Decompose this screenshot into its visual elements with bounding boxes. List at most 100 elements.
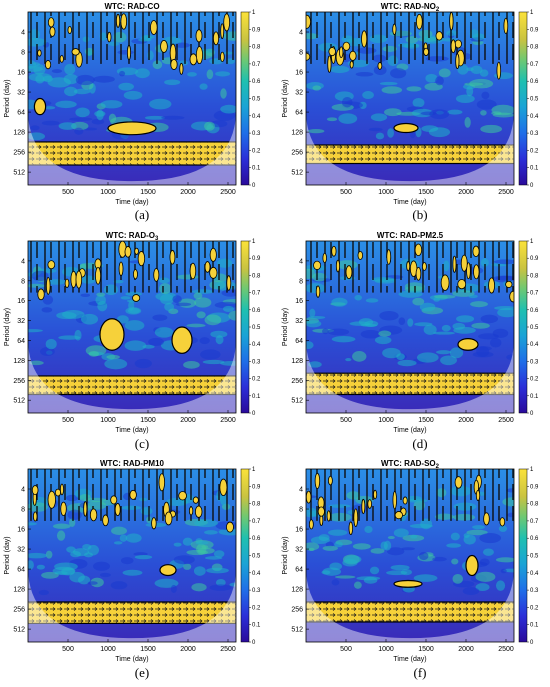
colorbar-tick-label: 1 <box>252 239 256 245</box>
y-axis-label: Period (day) <box>4 536 11 574</box>
colorbar-tick-label: 0 <box>530 183 534 189</box>
colorbar-tick-label: 0.7 <box>252 519 261 525</box>
y-tick-label: 4 <box>299 487 303 494</box>
x-tick-label: 2500 <box>220 646 236 653</box>
colorbar-tick-label: 0 <box>252 640 256 646</box>
colorbar-tick-label: 0.1 <box>252 623 261 629</box>
panel-title: WTC: RAD-PM2.5 <box>377 231 444 240</box>
colorbar-tick-label: 0.6 <box>252 536 261 542</box>
colorbar-tick-label: 0.5 <box>252 97 261 103</box>
x-tick-label: 500 <box>62 189 74 196</box>
colorbar-tick-label: 0.5 <box>252 325 261 331</box>
colorbar-tick-label: 0.2 <box>530 605 539 611</box>
colorbar-tick-label: 0.4 <box>252 571 261 577</box>
colorbar-tick-label: 0.9 <box>530 484 539 490</box>
coherence-map <box>306 12 514 185</box>
y-tick-label: 512 <box>13 627 25 634</box>
x-tick-label: 2000 <box>458 646 474 653</box>
colorbar-tick-label: 0.3 <box>252 359 261 365</box>
colorbar-tick-label: 0.2 <box>252 605 261 611</box>
colorbar-tick-label: 0 <box>530 640 534 646</box>
wtc-panel-4: WTC: RAD-PM2.5 4 8 16 32 64 128 256 512 500 1000 15… <box>282 231 539 451</box>
x-tick-label: 1000 <box>100 189 116 196</box>
colorbar <box>518 240 528 414</box>
plot-frame <box>27 468 237 643</box>
colorbar-tick-label: 0 <box>530 411 534 417</box>
x-tick-label: 1500 <box>418 189 434 196</box>
y-tick-label: 4 <box>21 258 25 265</box>
x-axis-label: Time (day) <box>393 656 426 663</box>
y-tick-label: 64 <box>295 110 303 117</box>
colorbar-tick-label: 0.8 <box>530 502 539 508</box>
y-tick-label: 32 <box>17 318 25 325</box>
plot-frame <box>305 240 515 414</box>
x-tick-label: 1500 <box>140 189 156 196</box>
y-tick-label: 512 <box>13 170 25 177</box>
cone-of-influence <box>306 241 514 413</box>
colorbar-tick-label: 0.1 <box>530 166 539 172</box>
y-tick-label: 32 <box>17 547 25 554</box>
colorbar-tick-label: 0 <box>252 183 256 189</box>
wtc-panel-2: WTC: RAD-NO2 4 8 16 32 64 128 256 512 500 1000 1500… <box>282 2 539 222</box>
y-tick-label: 256 <box>13 150 25 157</box>
y-tick-label: 512 <box>291 627 303 634</box>
colorbar <box>518 11 528 186</box>
colorbar-tick-label: 0.9 <box>252 484 261 490</box>
y-tick-label: 128 <box>13 587 25 594</box>
cone-of-influence <box>28 469 236 642</box>
y-tick-label: 16 <box>295 70 303 77</box>
colorbar-tick-label: 0.1 <box>252 166 261 172</box>
colorbar-tick-label: 0.1 <box>530 623 539 629</box>
wtc-panel-6: WTC: RAD-SO2 4 8 16 32 64 128 256 512 500 1000 1500… <box>282 459 539 680</box>
high-frequency-contours <box>306 469 514 521</box>
phase-arrows <box>28 601 236 624</box>
colorbar <box>240 11 250 186</box>
y-tick-label: 8 <box>21 50 25 57</box>
panel-caption: (f) <box>414 665 427 680</box>
colorbar <box>240 468 250 643</box>
y-tick-label: 16 <box>295 527 303 534</box>
significant-patch-2 <box>393 122 419 134</box>
high-frequency-contours <box>28 241 236 293</box>
panel-caption: (c) <box>135 436 149 451</box>
panel-caption: (a) <box>135 207 149 222</box>
panel-title: WTC: RAD-CO <box>104 2 159 11</box>
colorbar-tick-label: 0.8 <box>530 273 539 279</box>
colorbar-tick-label: 1 <box>530 239 534 245</box>
x-tick-label: 1500 <box>140 646 156 653</box>
colorbar-tick-label: 1 <box>530 10 534 16</box>
colorbar <box>518 468 528 643</box>
y-tick-label: 64 <box>295 567 303 574</box>
colorbar-tick-label: 0.7 <box>530 519 539 525</box>
colorbar-tick-label: 0.8 <box>252 273 261 279</box>
phase-arrows <box>28 375 236 395</box>
cone-of-influence <box>306 12 514 185</box>
y-tick-label: 8 <box>299 507 303 514</box>
significant-patch-2 <box>99 318 125 351</box>
x-tick-label: 1000 <box>100 646 116 653</box>
high-frequency-contours <box>28 12 236 64</box>
plot-frame <box>27 240 237 414</box>
colorbar-tick-label: 0.4 <box>530 342 539 348</box>
y-tick-label: 64 <box>17 338 25 345</box>
coherence-map <box>28 241 236 413</box>
colorbar-tick-label: 0.3 <box>252 131 261 137</box>
plot-frame <box>27 11 237 186</box>
y-tick-label: 512 <box>13 398 25 405</box>
y-tick-label: 8 <box>299 278 303 285</box>
panel-caption: (e) <box>135 665 149 680</box>
colorbar-tick-label: 0.9 <box>252 256 261 262</box>
colorbar-tick-label: 0.7 <box>252 291 261 297</box>
significant-patch-3 <box>465 554 479 577</box>
colorbar-tick-label: 0.2 <box>530 377 539 383</box>
y-tick-label: 64 <box>17 110 25 117</box>
x-tick-label: 2000 <box>458 417 474 424</box>
colorbar-tick-label: 0.4 <box>530 114 539 120</box>
panel-caption: (b) <box>412 207 427 222</box>
y-tick-label: 32 <box>17 90 25 97</box>
significant-patch-2 <box>159 564 177 577</box>
colorbar-tick-label: 0.8 <box>252 45 261 51</box>
significant-patch-3 <box>33 97 47 116</box>
coherence-map <box>28 12 236 185</box>
